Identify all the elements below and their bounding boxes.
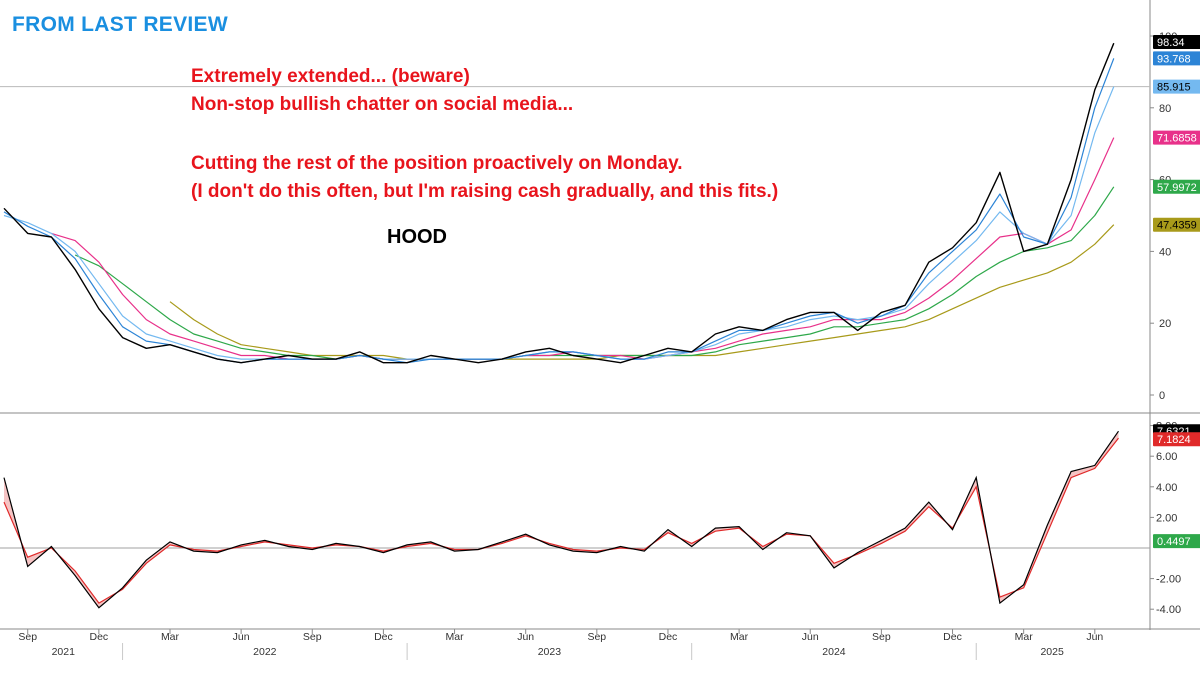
oscillator-value-label: 7.1824 — [1157, 434, 1191, 446]
oscillator-series-slow — [3, 437, 1119, 604]
month-tick-label: Mar — [1015, 631, 1034, 643]
month-tick-label: Dec — [943, 631, 962, 643]
month-tick-label: Jun — [1086, 631, 1103, 643]
price-value-label: 98.34 — [1157, 37, 1185, 49]
price-ytick-label: 0 — [1159, 390, 1165, 402]
oscillator-ytick-label: -4.00 — [1156, 604, 1181, 616]
month-tick-label: Sep — [303, 631, 322, 643]
price-series-ma-mid-short — [3, 86, 1115, 360]
month-tick-label: Jun — [233, 631, 250, 643]
month-tick-label: Sep — [872, 631, 891, 643]
price-value-tag — [1153, 179, 1200, 194]
year-label: 2023 — [538, 646, 562, 658]
note-line-2: Non-stop bullish chatter on social media… — [191, 94, 574, 115]
price-value-label: 85.915 — [1157, 82, 1191, 94]
price-value-label: 93.768 — [1157, 53, 1191, 65]
year-label: 2024 — [822, 646, 846, 658]
month-tick-label: Dec — [374, 631, 393, 643]
price-ytick-label: 20 — [1159, 318, 1171, 330]
month-tick-label: Dec — [659, 631, 678, 643]
oscillator-ytick-label: 6.00 — [1156, 451, 1177, 463]
price-value-label: 47.4359 — [1157, 220, 1197, 232]
price-value-tag — [1153, 130, 1200, 145]
month-tick-label: Sep — [18, 631, 37, 643]
year-label: 2025 — [1040, 646, 1064, 658]
month-tick-label: Sep — [587, 631, 606, 643]
oscillator-value-tag — [1153, 432, 1200, 447]
oscillator-ytick-label: -2.00 — [1156, 574, 1181, 586]
month-tick-label: Jun — [802, 631, 819, 643]
oscillator-area — [4, 431, 1119, 608]
price-ytick-label: 80 — [1159, 103, 1171, 115]
note-line-4: (I don't do this often, but I'm raising … — [191, 181, 779, 202]
price-series-ma-long — [74, 186, 1115, 360]
price-ytick-label: 40 — [1159, 246, 1171, 258]
ticker-label: HOOD — [387, 226, 447, 248]
year-label: 2021 — [52, 646, 76, 658]
note-line-3: Cutting the rest of the position proacti… — [191, 153, 683, 174]
price-value-tag — [1153, 217, 1200, 232]
price-series-price — [3, 42, 1115, 364]
from-last-review-label: FROM LAST REVIEW — [12, 13, 228, 36]
price-value-tag — [1153, 79, 1200, 94]
price-value-label: 57.9972 — [1157, 182, 1197, 194]
month-tick-label: Jun — [517, 631, 534, 643]
price-value-tag — [1153, 34, 1200, 49]
price-value-tag — [1153, 51, 1200, 66]
month-tick-label: Mar — [446, 631, 465, 643]
month-tick-label: Mar — [161, 631, 180, 643]
oscillator-value-tag — [1153, 534, 1200, 549]
oscillator-value-label: 0.4497 — [1157, 536, 1191, 548]
note-line-1: Extremely extended... (beware) — [191, 66, 470, 87]
oscillator-ytick-label: 4.00 — [1156, 482, 1177, 494]
month-tick-label: Dec — [90, 631, 109, 643]
month-tick-label: Mar — [730, 631, 749, 643]
year-label: 2022 — [253, 646, 277, 658]
oscillator-series-fast — [3, 430, 1119, 609]
price-value-label: 71.6858 — [1157, 133, 1197, 145]
oscillator-ytick-label: 2.00 — [1156, 512, 1177, 524]
